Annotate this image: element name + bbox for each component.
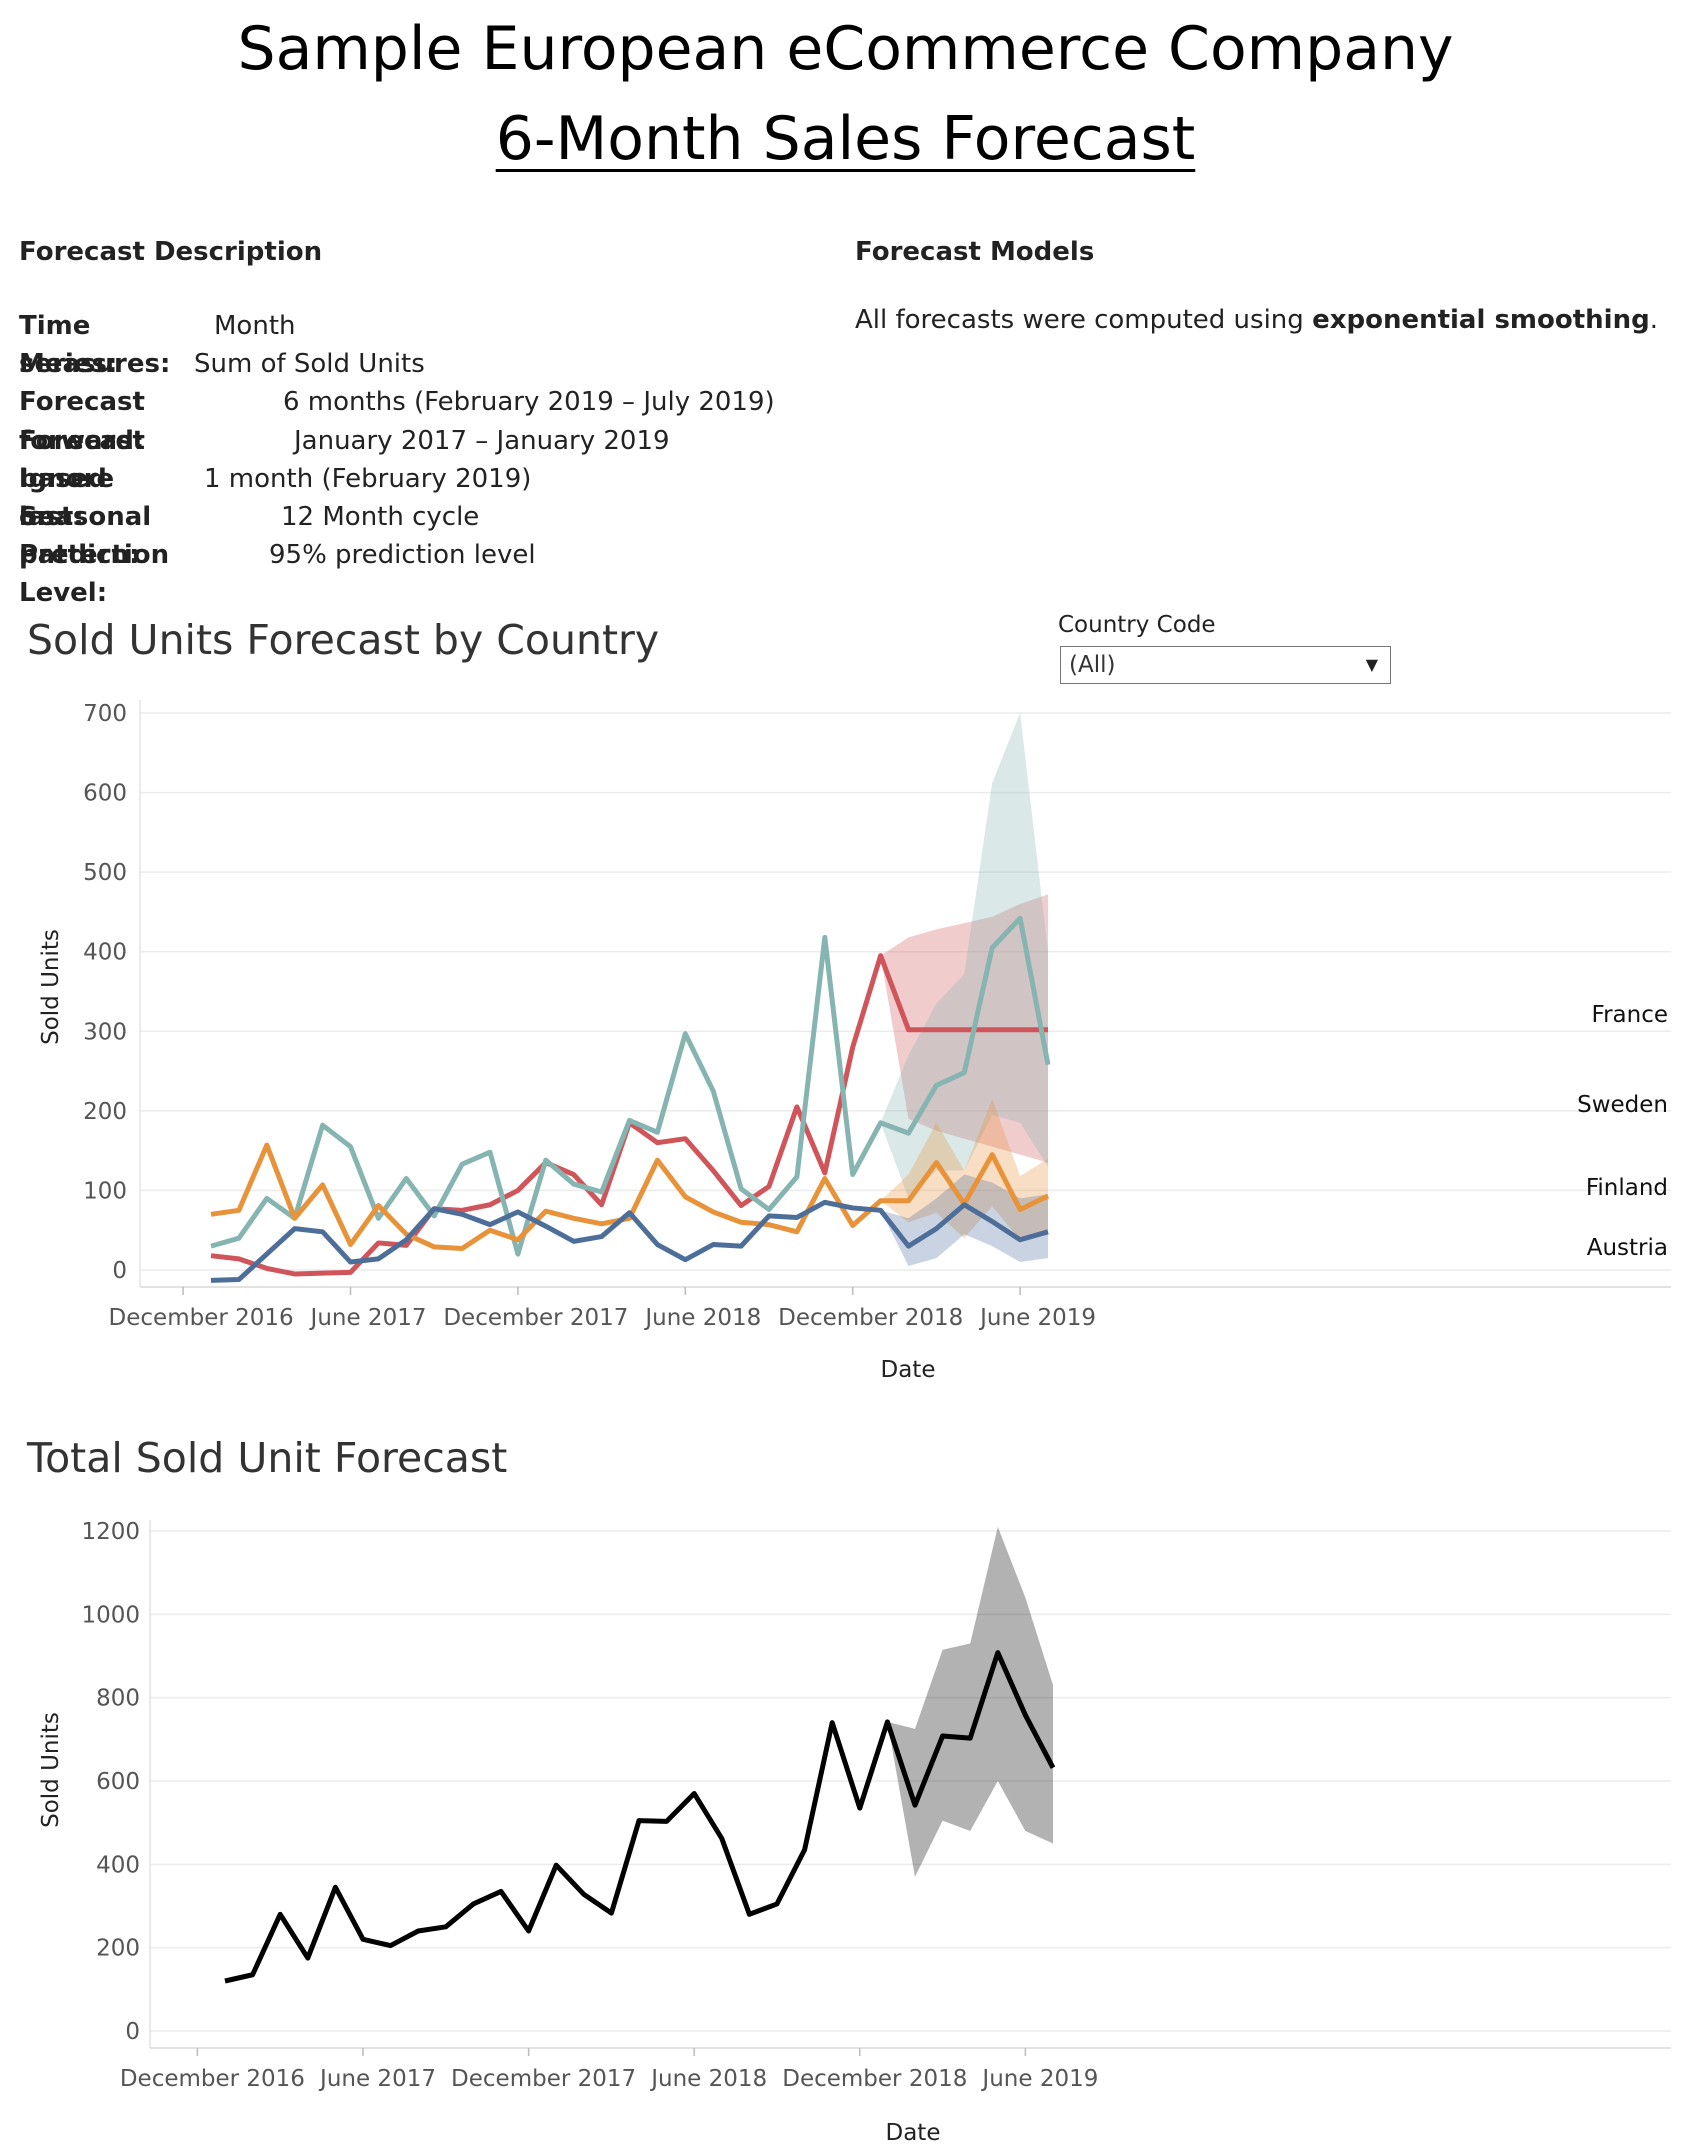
y-tick-label: 200: [83, 1099, 127, 1125]
y-tick-label: 100: [83, 1178, 127, 1204]
description-value: 1 month (February 2019): [204, 463, 532, 494]
description-value: Sum of Sold Units: [194, 349, 425, 380]
description-value: January 2017 – January 2019: [294, 425, 670, 456]
x-tick-label: June 2018: [643, 1305, 761, 1331]
description-label: Time series:: [19, 311, 118, 380]
x-tick-label: June 2018: [649, 2066, 767, 2092]
y-tick-label: 0: [125, 2019, 140, 2045]
y-tick-label: 800: [96, 1686, 140, 1712]
x-tick-label: June 2017: [318, 2066, 436, 2092]
country-code-dropdown[interactable]: (All) ▼: [1060, 646, 1391, 684]
description-label: Forecast based on:: [19, 425, 145, 532]
dashboard-title: Sample European eCommerce Company: [237, 14, 1454, 84]
y-tick-label: 1000: [81, 1602, 140, 1628]
forecast-models-text: All forecasts were computed using expone…: [855, 305, 1658, 335]
y-axis-label: Sold Units: [38, 1712, 64, 1828]
description-value: 12 Month cycle: [281, 501, 480, 532]
y-tick-label: 700: [83, 701, 127, 727]
description-value: 6 months (February 2019 – July 2019): [283, 387, 775, 418]
series-label-austria: Austria: [1587, 1235, 1668, 1261]
y-axis-label: Sold Units: [38, 929, 64, 1045]
y-tick-label: 400: [83, 940, 127, 966]
prediction-band-finland: [880, 1098, 1048, 1240]
country-code-label: Country Code: [1058, 612, 1216, 638]
x-tick-label: December 2017: [443, 1305, 628, 1331]
series-label-sweden: Sweden: [1577, 1092, 1668, 1118]
y-tick-label: 600: [83, 781, 127, 807]
description-label: Forecast forward:: [19, 387, 145, 456]
forecast-description-heading: Forecast Description: [19, 237, 323, 267]
dashboard-subtitle-text: 6-Month Sales Forecast: [495, 104, 1196, 174]
x-axis-label: Date: [886, 2120, 941, 2146]
country-code-value: (All): [1069, 652, 1116, 678]
x-axis-label: Date: [881, 1357, 936, 1383]
y-tick-label: 300: [83, 1019, 127, 1045]
y-tick-label: 200: [96, 1936, 140, 1962]
country-forecast-chart: 0 100 200 300 400 500 600 700 December 2016 June …: [38, 700, 1671, 1383]
description-value: Month: [214, 311, 296, 341]
x-tick-label: June 2017: [309, 1305, 427, 1331]
y-tick-label: 600: [96, 1769, 140, 1795]
y-tick-label: 0: [112, 1258, 127, 1284]
x-tick-label: June 2019: [978, 1305, 1096, 1331]
series-label-finland: Finland: [1586, 1175, 1668, 1201]
series-label-france: France: [1592, 1002, 1668, 1028]
x-tick-label: December 2016: [109, 1305, 294, 1331]
country-chart-title: Sold Units Forecast by Country: [27, 616, 660, 664]
dashboard-subtitle: 6-Month Sales Forecast: [0, 104, 1691, 174]
description-value: 95% prediction level: [269, 540, 536, 571]
y-tick-label: 400: [96, 1852, 140, 1878]
prediction-band-austria: [880, 1174, 1048, 1267]
prediction-band: [887, 1526, 1053, 1877]
models-text-after: .: [1649, 305, 1658, 335]
description-label: Ignore last:: [19, 463, 115, 532]
x-tick-label: June 2019: [980, 2066, 1098, 2092]
description-label: Measures:: [19, 349, 171, 380]
x-tick-label: December 2016: [120, 2066, 305, 2092]
x-tick-label: December 2018: [782, 2066, 967, 2092]
models-text-before: All forecasts were computed using: [855, 305, 1313, 335]
x-tick-label: December 2018: [778, 1305, 963, 1331]
y-tick-label: 500: [83, 860, 127, 886]
description-label: Prediction Level:: [19, 540, 170, 609]
chevron-down-icon: ▼: [1365, 655, 1378, 674]
total-chart-title: Total Sold Unit Forecast: [27, 1434, 508, 1482]
models-text-bold: exponential smoothing: [1312, 305, 1650, 335]
description-label: Seasonal pattern:: [19, 501, 152, 571]
forecast-models-heading: Forecast Models: [855, 237, 1095, 267]
prediction-band-sweden: [880, 713, 1048, 1199]
x-tick-label: December 2017: [451, 2066, 636, 2092]
y-tick-label: 1200: [81, 1519, 140, 1545]
